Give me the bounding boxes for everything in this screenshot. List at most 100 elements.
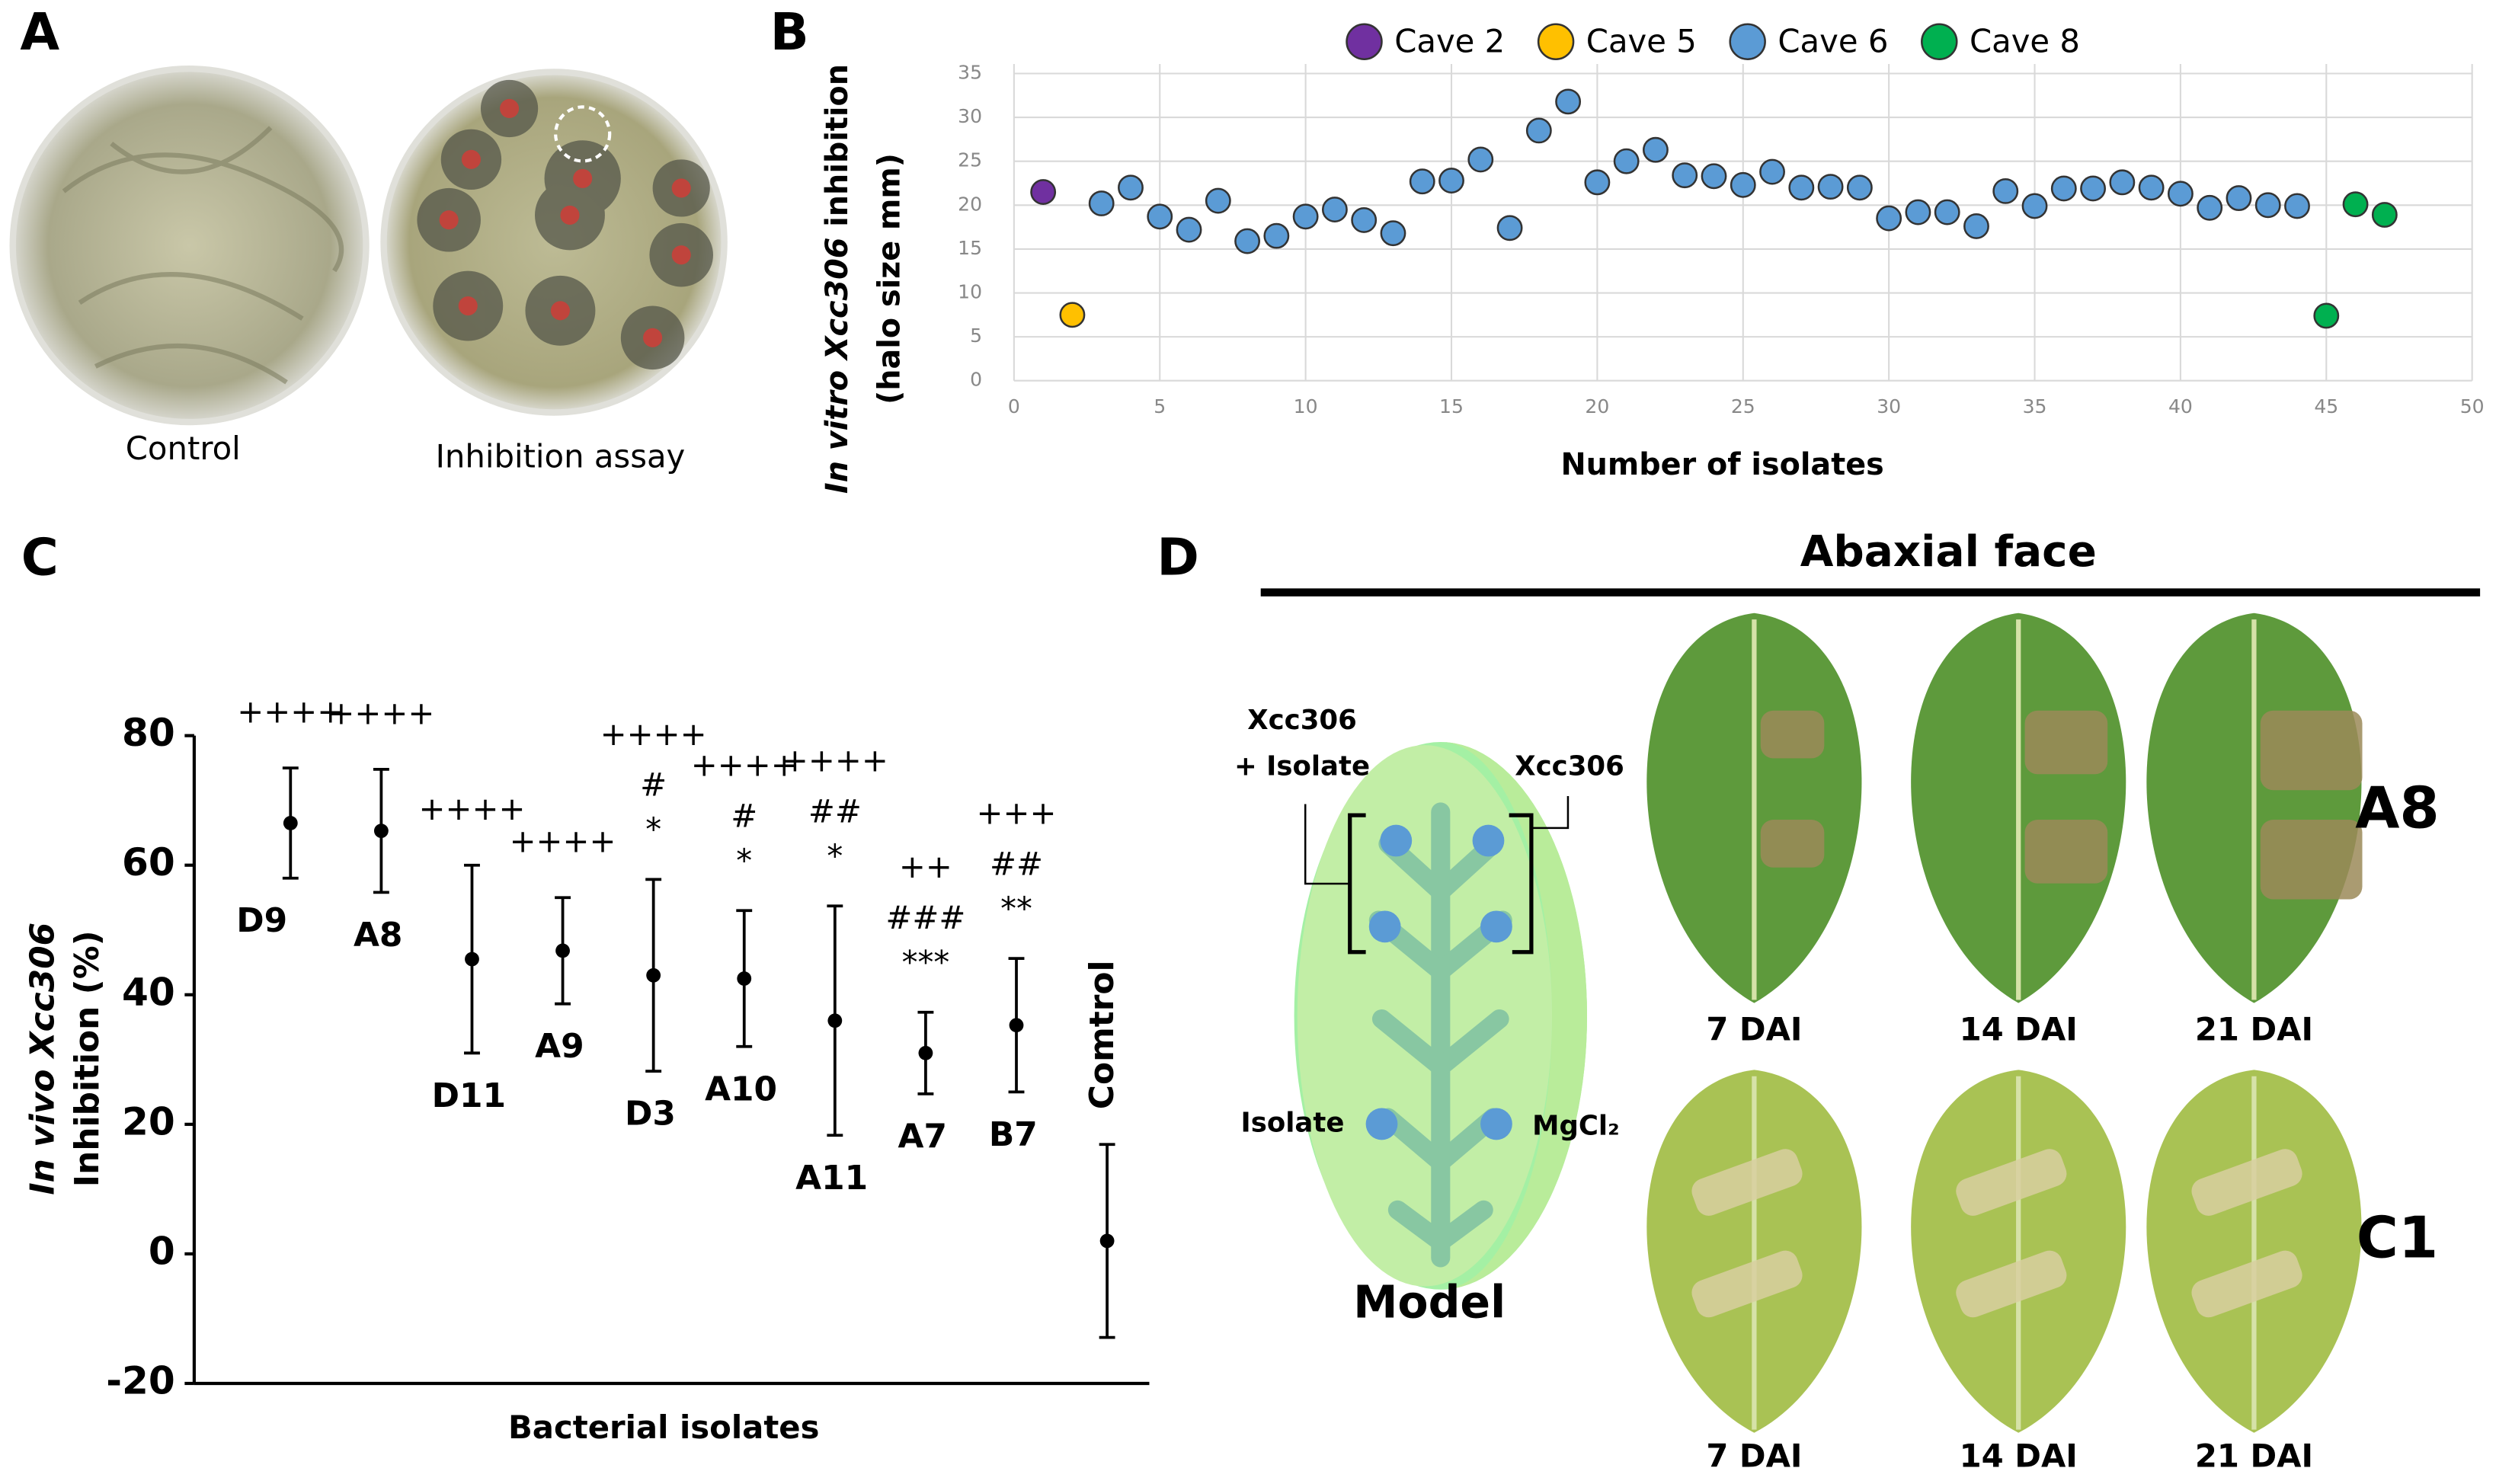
- legend-marker: [1346, 23, 1383, 60]
- point: [2109, 169, 2136, 196]
- point: [1088, 190, 1115, 216]
- y-tick-label: 5: [970, 325, 982, 347]
- mean-point: [827, 1013, 843, 1028]
- y-tick-label: 40: [122, 969, 175, 1014]
- point: [1321, 197, 1348, 222]
- legend-label: Cave 2: [1394, 22, 1505, 59]
- x-tick-label: 25: [1731, 395, 1755, 417]
- point: [1525, 117, 1552, 144]
- significance-label: +++: [977, 795, 1057, 832]
- model-title: Model: [1353, 1277, 1506, 1329]
- day-label: 14 DAI: [1960, 1011, 2078, 1048]
- lesion: [2260, 820, 2363, 900]
- significance-label: ++++: [237, 693, 344, 731]
- legend-label: Cave 5: [1586, 22, 1697, 59]
- y-axis-label-plain: inhibition: [820, 64, 855, 227]
- lesion: [2024, 710, 2108, 775]
- significance-label: ++++: [600, 715, 707, 753]
- significance-label: *: [645, 811, 661, 848]
- significance-label: #: [731, 798, 757, 835]
- x-tick-label: 35: [2023, 395, 2047, 417]
- category-label: D3: [625, 1095, 676, 1134]
- significance-label: ++++: [691, 747, 798, 784]
- point: [1846, 174, 1873, 201]
- y-tick-label: 25: [958, 149, 982, 171]
- point: [1788, 174, 1815, 201]
- mean-point: [465, 951, 479, 967]
- legend-label: Cave 8: [1970, 22, 2080, 59]
- lesion: [2260, 710, 2363, 791]
- model-label: + Isolate: [1234, 750, 1370, 782]
- mean-point: [646, 967, 661, 983]
- y-tick-label: 10: [958, 281, 982, 303]
- lesion: [2191, 1149, 2302, 1216]
- category-label: A8: [354, 916, 402, 955]
- point: [1905, 199, 1931, 225]
- day-label: 7 DAI: [1706, 1011, 1802, 1048]
- legend-marker: [1537, 23, 1575, 60]
- point: [1584, 169, 1611, 196]
- significance-label: *: [736, 842, 752, 879]
- x-tick-label: 30: [1877, 395, 1901, 417]
- significance-label: **: [1000, 890, 1032, 927]
- point: [2313, 302, 2340, 329]
- x-tick-label: 50: [2460, 395, 2485, 417]
- significance-label: ++++: [328, 694, 434, 731]
- lesion: [2024, 820, 2108, 884]
- y-axis-label: (halo size mm): [872, 153, 907, 405]
- point: [2254, 192, 2281, 219]
- legend-marker: [1729, 23, 1766, 60]
- legend-label: Cave 6: [1778, 22, 1888, 59]
- point: [1263, 222, 1290, 249]
- row-label: C1: [2357, 1204, 2439, 1271]
- panel-label: B: [770, 2, 809, 62]
- point: [2226, 185, 2252, 212]
- y-tick-label: 20: [958, 193, 982, 215]
- leaf-photo: [1646, 1070, 1862, 1433]
- point: [1613, 148, 1640, 174]
- significance-label: ++++: [782, 742, 888, 779]
- model-label: Xcc306: [1515, 750, 1624, 782]
- point: [1147, 203, 1173, 230]
- x-tick-label: 10: [1294, 395, 1318, 417]
- point: [2080, 175, 2106, 202]
- x-tick-label: 20: [1585, 395, 1609, 417]
- lesion: [1760, 710, 1825, 759]
- leaf-photo: [1911, 612, 2126, 1003]
- point: [2284, 193, 2310, 219]
- model-leaf: [1294, 742, 1588, 1290]
- y-axis-label-italic: In vitro Xcc306: [820, 238, 855, 494]
- mean-point: [737, 971, 752, 986]
- model-label: Isolate: [1241, 1107, 1345, 1138]
- category-label: B7: [989, 1115, 1038, 1154]
- x-tick-label: 40: [2168, 395, 2193, 417]
- point: [1701, 163, 1727, 190]
- y-tick-label: -20: [106, 1358, 175, 1402]
- mean-point: [918, 1045, 933, 1060]
- model-label: Xcc306: [1247, 705, 1357, 736]
- point: [1176, 216, 1202, 243]
- mean-point: [1099, 1233, 1115, 1249]
- lesion: [1760, 820, 1825, 868]
- caption: Inhibition assay: [436, 438, 686, 475]
- point: [1118, 174, 1144, 201]
- leaf-photo: [2146, 612, 2363, 1003]
- row-label: A8: [2355, 774, 2440, 841]
- point: [2197, 194, 2223, 221]
- x-tick-label: 45: [2314, 395, 2338, 417]
- panel-label: D: [1157, 527, 1199, 587]
- x-tick-label: 5: [1154, 395, 1166, 417]
- x-tick-label: 0: [1008, 395, 1020, 417]
- point: [2167, 181, 2194, 207]
- point: [2342, 191, 2369, 218]
- x-axis-label: Number of isolates: [1560, 447, 1883, 482]
- panel-title: Abaxial face: [1800, 527, 2097, 577]
- significance-label: *: [827, 837, 843, 875]
- y-tick-label: 0: [970, 369, 982, 391]
- point: [1672, 162, 1698, 189]
- point: [1643, 136, 1669, 163]
- leaf-photo: [1911, 1070, 2126, 1433]
- significance-label: ###: [885, 899, 965, 936]
- category-label: A7: [898, 1117, 947, 1156]
- point: [1876, 205, 1902, 232]
